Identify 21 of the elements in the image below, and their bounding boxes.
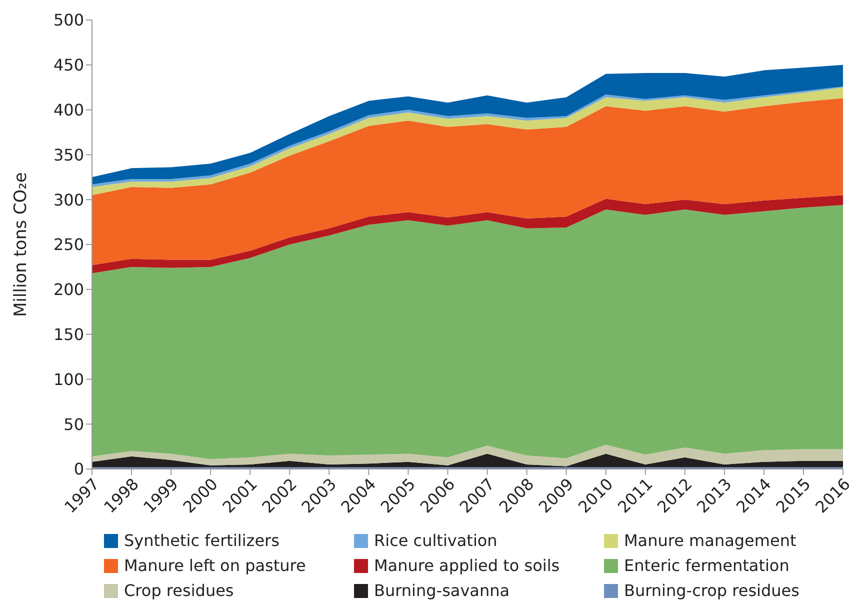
legend-label: Rice cultivation	[374, 531, 498, 550]
legend-label: Synthetic fertilizers	[124, 531, 280, 550]
legend-label: Crop residues	[124, 581, 234, 600]
y-tick-label: 300	[53, 190, 84, 210]
y-tick-label: 400	[53, 100, 84, 120]
legend-label: Manure management	[624, 531, 796, 550]
y-tick-label: 500	[53, 10, 84, 30]
y-tick-label: 150	[53, 324, 84, 344]
y-tick-label: 100	[53, 370, 84, 389]
y-axis-title: Million tons CO₂e	[11, 172, 31, 317]
legend-label: Burning-savanna	[374, 581, 510, 600]
y-tick-label: 450	[53, 56, 84, 75]
y-tick-label: 50	[64, 414, 84, 434]
y-tick-label: 350	[53, 145, 84, 164]
y-tick-label: 250	[53, 235, 84, 254]
legend-label: Manure applied to soils	[374, 556, 560, 575]
y-tick-label: 0	[74, 460, 84, 479]
y-tick-label: 200	[53, 280, 84, 300]
legend-label: Burning-crop residues	[624, 581, 800, 600]
legend-label: Enteric fermentation	[624, 556, 790, 575]
legend-label: Manure left on pasture	[124, 556, 306, 575]
